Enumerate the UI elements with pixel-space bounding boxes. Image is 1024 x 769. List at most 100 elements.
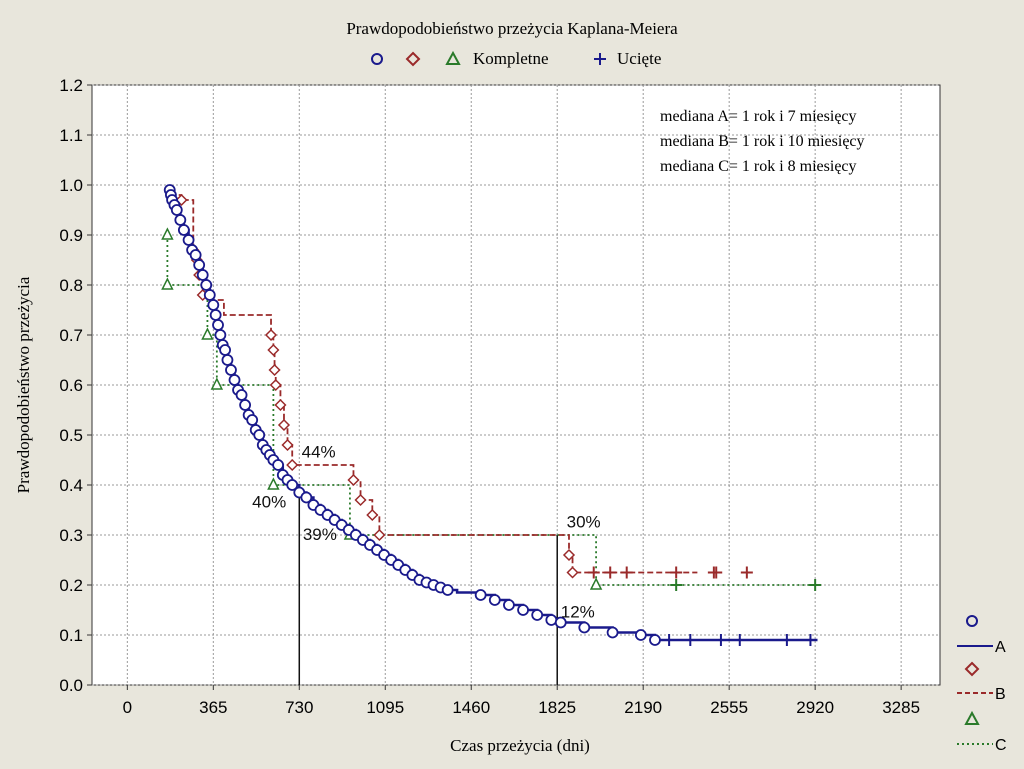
censored-plus-A <box>663 634 676 646</box>
y-tick-label: 0.6 <box>59 376 83 395</box>
y-axis-ticks: 0.0 0.1 0.2 0.3 0.4 0.5 0.6 0.7 0.8 0.9 1.0 1.1 1.2 <box>59 76 92 695</box>
marker-circle-A <box>554 616 567 629</box>
marker-diamond-B <box>267 343 280 357</box>
marker-circle-A <box>200 279 213 291</box>
censored-plus-A <box>714 634 727 646</box>
annotation-label: 30% <box>567 513 601 532</box>
marker-circle-A <box>225 364 237 376</box>
marker-diamond-B <box>277 418 291 432</box>
marker-triangle-C <box>161 227 174 240</box>
censored-plus-B <box>740 566 753 579</box>
x-tick-label: 730 <box>285 698 313 717</box>
marker-circle-A <box>170 204 183 216</box>
y-tick-label: 0.0 <box>59 676 83 695</box>
right-legend-label-b: B <box>995 686 1006 703</box>
legend-triangle-marker <box>445 50 461 65</box>
x-tick-label: 1460 <box>452 698 490 717</box>
marker-circle-A <box>174 214 187 226</box>
x-axis-label: Czas przeżycia (dni) <box>450 736 590 755</box>
x-tick-label: 2555 <box>710 698 748 717</box>
marker-diamond-B <box>274 398 287 412</box>
right-legend-label-c: C <box>995 737 1007 754</box>
marker-triangle-C <box>210 377 224 390</box>
marker-diamond-B <box>366 508 379 522</box>
marker-circle-A <box>441 584 454 596</box>
marker-triangle-C <box>589 577 603 590</box>
marker-circle-A <box>517 604 529 616</box>
median-box: mediana A= 1 rok i 7 miesięcy mediana B=… <box>660 108 865 175</box>
marker-triangle-C <box>267 477 280 490</box>
marker-circle-A <box>219 344 231 356</box>
median-b: mediana B= 1 rok i 10 miesięcy <box>660 133 865 150</box>
right-legend-triangle <box>964 710 980 725</box>
y-tick-label: 0.1 <box>59 626 83 645</box>
marker-circle-A <box>209 309 222 321</box>
censored-plus-A <box>804 634 817 646</box>
marker-circle-A <box>182 234 195 246</box>
x-tick-label: 3285 <box>882 698 920 717</box>
marker-diamond-B <box>354 493 367 507</box>
marker-circle-A <box>221 354 234 366</box>
annotation-label: 40% <box>252 493 286 512</box>
legend-label-uciete: Ucięte <box>617 49 661 68</box>
series-group <box>161 184 822 646</box>
y-tick-label: 0.7 <box>59 326 83 345</box>
right-legend: A B C <box>957 615 1007 754</box>
marker-circle-A <box>196 269 209 281</box>
series-A <box>163 184 818 646</box>
marker-diamond-B <box>562 548 576 562</box>
censored-plus-B <box>620 566 633 579</box>
censored-plus-B <box>670 566 683 579</box>
marker-circle-A <box>177 224 190 236</box>
marker-circle-A <box>212 319 224 331</box>
y-tick-label: 1.2 <box>59 76 83 95</box>
y-tick-label: 0.9 <box>59 226 83 245</box>
marker-circle-A <box>578 621 591 634</box>
right-legend-label-a: A <box>995 639 1006 656</box>
marker-circle-A <box>606 626 619 639</box>
marker-circle-A <box>531 609 544 621</box>
marker-diamond-B <box>175 193 188 207</box>
y-tick-label: 0.2 <box>59 576 83 595</box>
marker-circle-A <box>488 594 501 606</box>
marker-diamond-B <box>268 363 281 377</box>
marker-circle-A <box>239 399 252 411</box>
y-tick-label: 1.0 <box>59 176 83 195</box>
marker-circle-A <box>503 599 515 611</box>
median-c: mediana C= 1 rok i 8 miesięcy <box>660 158 857 175</box>
legend-circle-marker <box>371 53 383 65</box>
censored-plus-B <box>604 566 617 579</box>
marker-circle-A <box>228 374 241 386</box>
marker-triangle-C <box>161 277 174 290</box>
marker-diamond-B <box>264 328 278 342</box>
marker-circle-A <box>235 389 248 401</box>
y-tick-label: 1.1 <box>59 126 83 145</box>
marker-circle-A <box>207 299 220 311</box>
marker-triangle-C <box>201 327 214 340</box>
censored-plus-A <box>684 634 697 646</box>
marker-circle-A <box>634 629 647 641</box>
y-tick-label: 0.5 <box>59 426 83 445</box>
x-tick-label: 2920 <box>796 698 834 717</box>
marker-diamond-B <box>566 566 579 579</box>
marker-diamond-B <box>281 438 294 452</box>
annotation-label: 44% <box>302 443 336 462</box>
median-a: mediana A= 1 rok i 7 miesięcy <box>660 108 857 125</box>
censored-plus-B <box>710 566 723 579</box>
legend-plus-marker <box>594 53 606 65</box>
marker-circle-A <box>545 614 558 626</box>
y-tick-label: 0.4 <box>59 476 83 495</box>
censored-plus-A <box>780 634 793 646</box>
y-tick-label: 0.3 <box>59 526 83 545</box>
marker-circle-A <box>253 429 266 441</box>
marker-circle-A <box>272 459 284 471</box>
marker-diamond-B <box>373 528 386 542</box>
x-tick-label: 1095 <box>366 698 404 717</box>
marker-circle-A <box>300 491 313 504</box>
x-tick-label: 0 <box>123 698 132 717</box>
top-legend: Kompletne Ucięte <box>371 49 661 68</box>
x-tick-label: 2190 <box>624 698 662 717</box>
annotation-label: 12% <box>561 603 595 622</box>
